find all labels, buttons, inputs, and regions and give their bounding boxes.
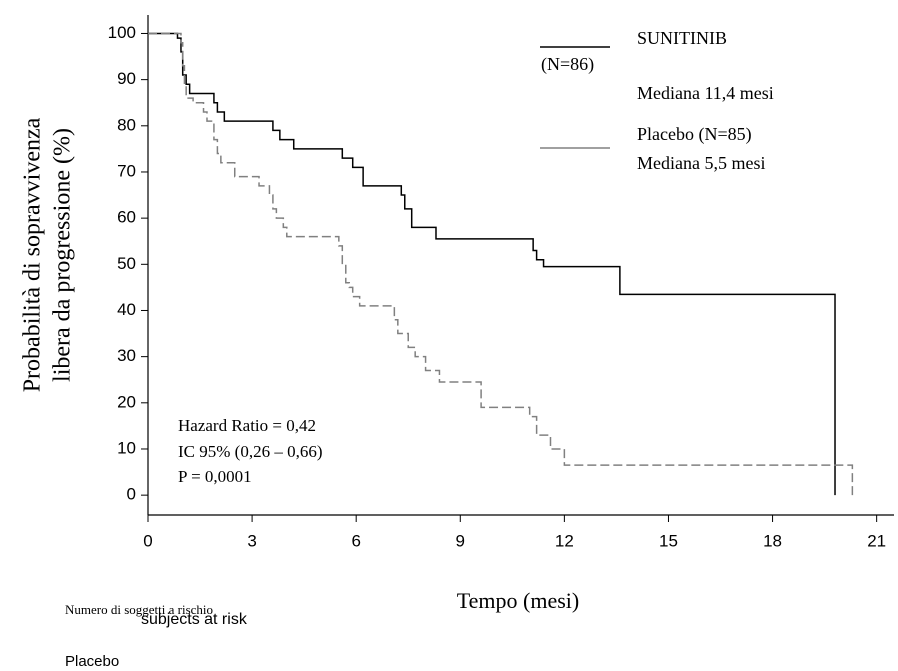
y-tick-label: 40 [117, 300, 136, 319]
y-tick-label: 0 [127, 485, 136, 504]
y-tick-label: 100 [108, 23, 136, 42]
annotation: IC 95% (0,26 – 0,66) [178, 442, 322, 461]
y-tick-label: 70 [117, 161, 136, 180]
x-tick-label: 0 [143, 531, 152, 550]
risk-table-subtitle: subjects at risk [141, 611, 248, 628]
annotation: Hazard Ratio = 0,42 [178, 416, 316, 435]
x-tick-label: 3 [247, 531, 256, 550]
y-tick-label: 20 [117, 392, 136, 411]
annotation: P = 0,0001 [178, 467, 252, 486]
y-tick-label: 10 [117, 438, 136, 457]
survival-curve [148, 32, 836, 496]
legend-label: (N=86) [541, 54, 594, 75]
x-tick-label: 9 [456, 531, 465, 550]
survival-curve [148, 32, 854, 496]
risk-table-row: Placebo [65, 653, 119, 670]
x-tick-label: 18 [763, 531, 782, 550]
x-tick-label: 12 [555, 531, 574, 550]
x-tick-label: 6 [351, 531, 360, 550]
x-tick-label: 15 [659, 531, 678, 550]
legend-label: Mediana 11,4 mesi [637, 83, 774, 103]
y-tick-label: 50 [117, 254, 136, 273]
y-axis-label: Probabilità di sopravvivenza [20, 117, 46, 392]
y-tick-label: 30 [117, 346, 136, 365]
risk-table-title: Numero di soggetti a rischio [65, 602, 213, 617]
x-axis-label: Tempo (mesi) [457, 588, 579, 613]
x-tick-label: 21 [867, 531, 886, 550]
legend-label: Mediana 5,5 mesi [637, 153, 765, 173]
y-axis-label: libera da progressione (%) [50, 128, 76, 382]
legend-label: Placebo (N=85) [637, 124, 752, 145]
y-tick-label: 90 [117, 69, 136, 88]
y-tick-label: 60 [117, 208, 136, 227]
y-tick-label: 80 [117, 115, 136, 134]
legend-label: SUNITINIB [637, 28, 727, 48]
